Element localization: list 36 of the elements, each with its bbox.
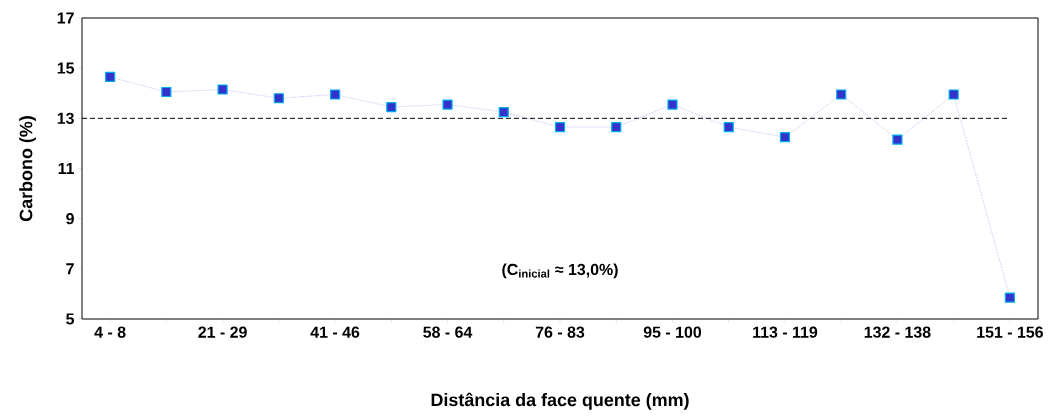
point xyxy=(779,132,791,143)
y-tick-label: 13 xyxy=(57,112,74,124)
y-tick-label: 9 xyxy=(66,213,74,225)
x-tick-label: 132 - 138 xyxy=(864,326,931,338)
point xyxy=(1004,292,1015,303)
annotation: (C$_{inicial}$ ≈ 13,0%) xyxy=(502,263,618,279)
y-tick-label: 15 xyxy=(57,62,75,74)
point xyxy=(948,89,959,100)
point xyxy=(892,134,903,145)
point xyxy=(611,122,622,133)
point xyxy=(554,122,566,133)
point xyxy=(667,99,678,110)
point xyxy=(273,93,284,104)
x-tick-label: 21 - 29 xyxy=(198,326,247,338)
x-tick-label: 41 - 46 xyxy=(310,326,360,338)
point xyxy=(836,89,847,100)
point xyxy=(329,89,341,100)
point xyxy=(442,99,453,110)
x-axis-title: Distância da face quente (mm) xyxy=(431,392,689,410)
y-tick-label: 17 xyxy=(57,12,74,24)
point xyxy=(161,86,172,98)
point xyxy=(498,106,509,118)
x-tick-label: 76 - 83 xyxy=(535,326,585,338)
y-tick-label: 5 xyxy=(66,313,75,325)
y-axis-title: Carbono (%) xyxy=(19,116,36,222)
point xyxy=(217,84,228,95)
x-tick-label: 4 - 8 xyxy=(94,326,126,338)
x-tick-label: 113 - 119 xyxy=(753,326,818,338)
point xyxy=(386,101,397,113)
y-tick-label: 7 xyxy=(66,263,74,275)
point xyxy=(723,122,734,133)
x-tick-label: 151 - 156 xyxy=(977,326,1043,338)
point xyxy=(105,71,116,83)
x-tick-label: 95 - 100 xyxy=(643,326,702,338)
x-tick-label: 58 - 64 xyxy=(423,326,473,338)
y-tick-label: 11 xyxy=(58,163,75,174)
